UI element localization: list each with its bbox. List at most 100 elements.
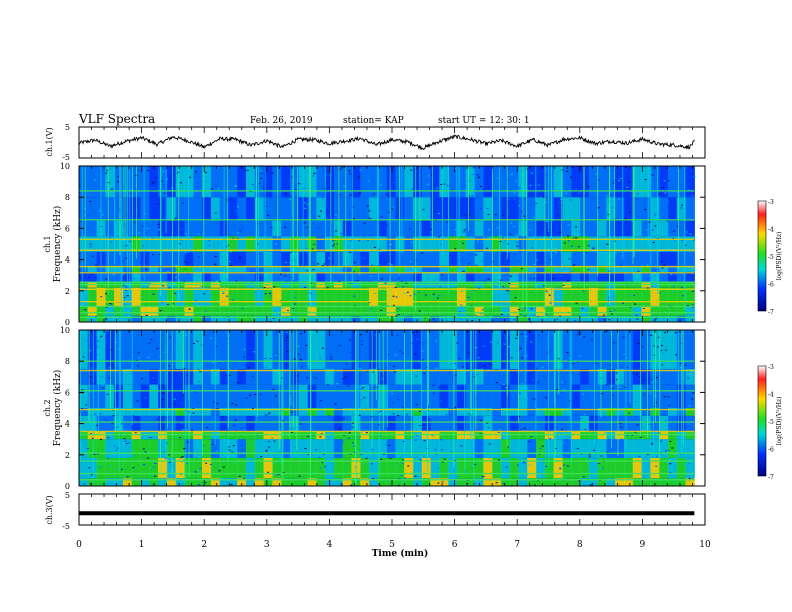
x-tick-label: 0 xyxy=(76,540,82,550)
spectrogram-speckle xyxy=(665,168,668,170)
spectrogram-cell xyxy=(263,236,273,252)
spectrogram-speckle xyxy=(135,189,138,191)
spectrogram-cell xyxy=(606,384,616,408)
spectrogram-speckle xyxy=(96,453,99,455)
spectrogram-speckle xyxy=(648,221,651,223)
spectrogram-cell xyxy=(175,431,186,440)
spectrogram-speckle xyxy=(688,477,691,479)
spectrogram-speckle xyxy=(657,365,660,367)
spectrogram-speckle xyxy=(152,377,155,379)
spectrogram-speckle xyxy=(158,264,161,266)
spectrogram-speckle xyxy=(597,179,600,181)
spectrogram-speckle xyxy=(349,194,352,196)
spectrogram-speckle xyxy=(214,256,217,257)
spectrogram-speckle xyxy=(551,168,554,170)
spectrogram-speckle xyxy=(404,429,407,431)
spectrogram-cell xyxy=(580,197,590,221)
spectrogram-cell xyxy=(158,330,168,369)
spectrogram-speckle xyxy=(316,227,319,229)
spectrogram-cell xyxy=(307,330,317,369)
spectrogram-speckle xyxy=(480,313,483,315)
spectrogram-cell xyxy=(536,236,546,252)
spectrogram-speckle xyxy=(560,423,563,425)
spectrogram-speckle xyxy=(448,181,451,183)
spectrogram-speckle xyxy=(416,203,419,205)
spectrogram-speckle xyxy=(373,246,376,248)
spectrogram-speckle xyxy=(216,218,218,220)
spectrogram-speckle xyxy=(653,354,656,356)
spectrogram-speckle xyxy=(383,453,386,455)
spectrogram-speckle xyxy=(663,396,666,398)
spectrogram-cell xyxy=(79,478,89,486)
spectrogram-cell xyxy=(377,408,388,416)
spectrogram-speckle xyxy=(369,359,372,361)
spectrogram-cell xyxy=(202,369,212,385)
spectrogram-cell xyxy=(439,287,449,307)
spectrogram-speckle xyxy=(549,302,552,304)
spectrogram-speckle xyxy=(456,342,459,344)
spectrogram-cell xyxy=(448,287,458,307)
spectrogram-cell xyxy=(597,251,608,266)
spectrogram-speckle xyxy=(250,184,253,186)
ch1-colorbar: log(PSD)(V²/Hz) xyxy=(757,200,783,312)
spectrogram-speckle xyxy=(255,419,258,421)
spectrogram-speckle xyxy=(351,422,354,424)
spectrogram-cell xyxy=(325,197,335,221)
spectrogram-cell xyxy=(184,236,194,252)
spectrogram-cell xyxy=(351,166,361,198)
spectrogram-speckle xyxy=(170,187,173,189)
spectrogram-cell xyxy=(114,306,124,316)
spectrogram-cell xyxy=(624,272,634,282)
spectrogram-cell xyxy=(597,384,608,408)
spectrogram-cell xyxy=(175,478,186,486)
spectrogram-speckle xyxy=(544,396,547,398)
spectrogram-cell xyxy=(597,272,608,282)
spectrogram-cell xyxy=(580,478,590,486)
spectrogram-speckle xyxy=(374,293,377,295)
spectrogram-cell xyxy=(140,408,150,416)
spectrogram-cell xyxy=(228,384,238,408)
spectrogram-cell xyxy=(571,457,581,479)
spectrogram-cell xyxy=(131,265,142,272)
spectrogram-speckle xyxy=(533,217,535,218)
spectrogram-speckle xyxy=(175,183,178,185)
spectrogram-speckle xyxy=(389,244,392,245)
spectrogram-speckle xyxy=(542,285,545,287)
spectrogram-speckle xyxy=(273,440,276,442)
spectrogram-cell xyxy=(193,306,203,316)
spectrogram-speckle xyxy=(470,347,473,348)
spectrogram-speckle xyxy=(492,170,495,172)
spectrogram-speckle xyxy=(422,359,425,361)
spectrogram-cell xyxy=(404,287,414,307)
spectrogram-cell xyxy=(105,287,115,307)
spectrogram-speckle xyxy=(90,246,93,247)
spectrogram-cell xyxy=(624,384,634,408)
spectrogram-speckle xyxy=(106,169,109,171)
spectrogram-speckle xyxy=(413,417,416,419)
spectrogram-cell xyxy=(219,415,230,432)
spectrogram-speckle xyxy=(156,418,159,420)
spectrogram-speckle xyxy=(267,214,270,216)
spectrogram-cell xyxy=(210,251,221,266)
spectrogram-speckle xyxy=(410,366,413,368)
spectrogram-speckle xyxy=(533,263,536,265)
spectrogram-speckle xyxy=(162,184,165,186)
spectrogram-speckle xyxy=(510,357,513,359)
spectrogram-speckle xyxy=(664,420,667,422)
spectrogram-speckle xyxy=(575,188,577,190)
spectrogram-speckle xyxy=(316,263,319,265)
spectrogram-speckle xyxy=(226,295,228,297)
spectrogram-speckle xyxy=(620,264,623,266)
spectrogram-speckle xyxy=(336,385,339,387)
spectrogram-cell xyxy=(430,384,440,408)
spectrogram-cell xyxy=(158,478,168,486)
spectrogram-speckle xyxy=(681,204,684,206)
spectrogram-speckle xyxy=(312,209,315,211)
spectrogram-cell xyxy=(421,306,432,316)
spectrogram-speckle xyxy=(153,174,156,176)
spectrogram-speckle xyxy=(394,466,397,467)
spectrogram-cell xyxy=(333,315,344,322)
spectrogram-cell xyxy=(202,166,212,198)
spectrogram-speckle xyxy=(636,193,639,195)
spectrogram-speckle xyxy=(116,426,119,428)
